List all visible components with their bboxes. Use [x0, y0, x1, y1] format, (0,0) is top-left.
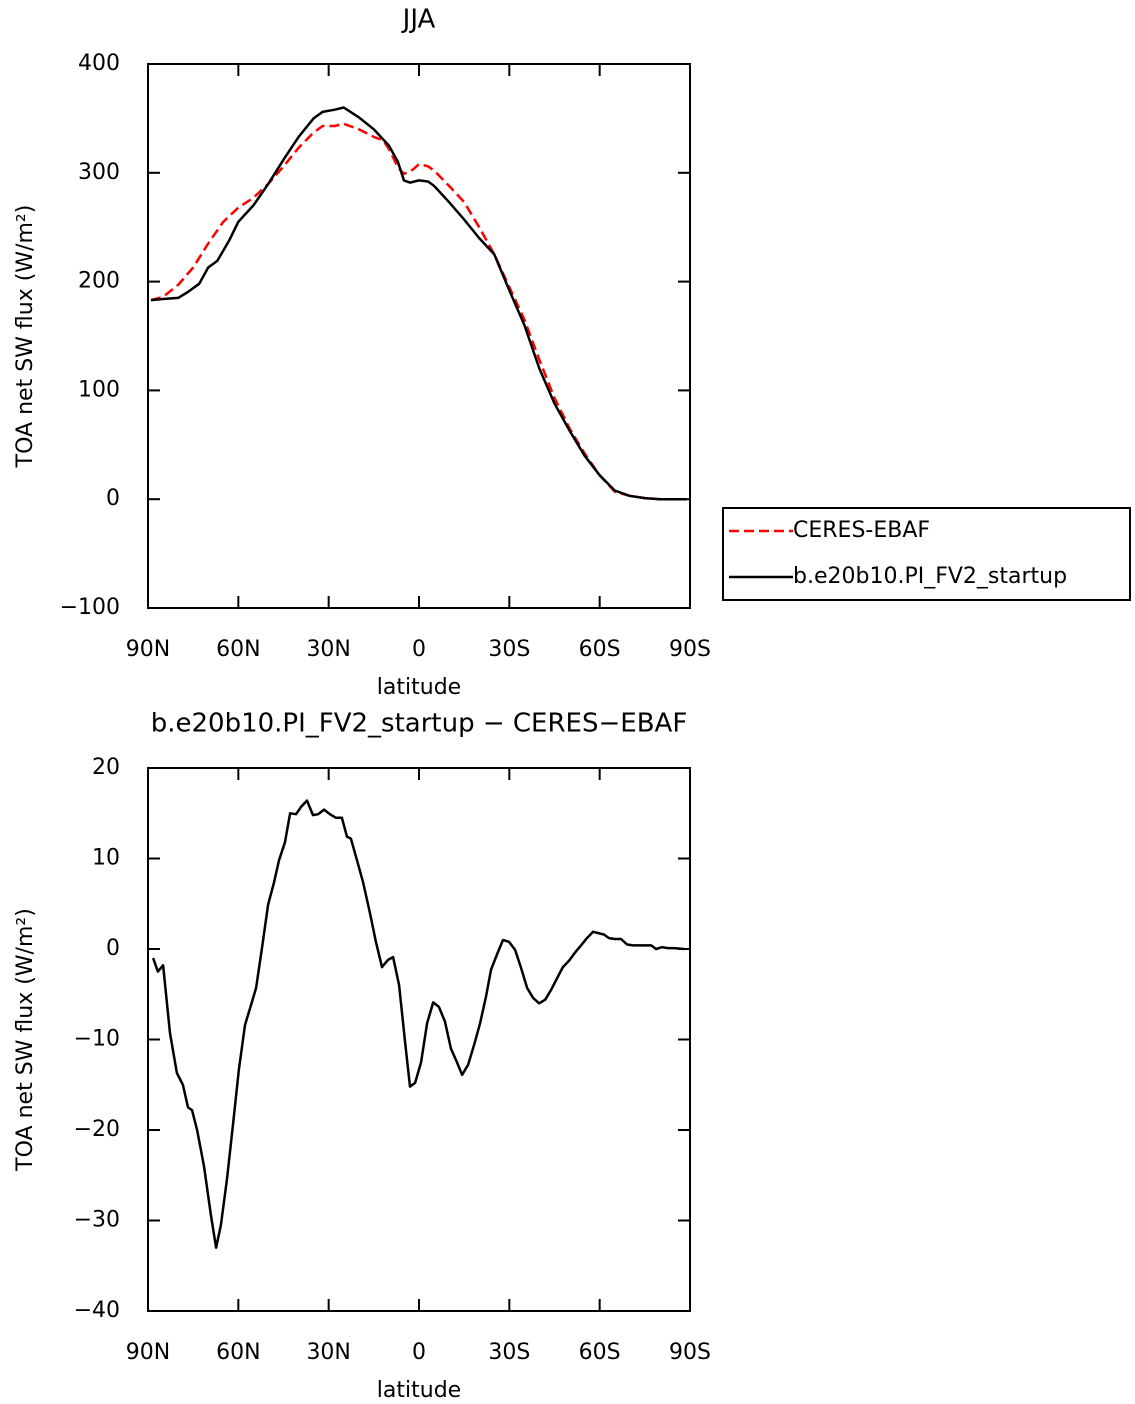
legend-label: b.e20b10.PI_FV2_startup	[793, 564, 1067, 589]
x-tick-label: 60S	[579, 1340, 621, 1365]
data-line	[151, 799, 685, 1249]
plot-frame	[147, 767, 691, 1312]
y-tick-label: 200	[78, 269, 120, 294]
x-axis-label: latitude	[377, 675, 461, 700]
x-tick-label: 60N	[216, 1340, 260, 1365]
y-tick-label: −20	[74, 1117, 120, 1142]
y-tick-label: 300	[78, 160, 120, 185]
x-tick-label: 90S	[669, 637, 711, 662]
y-tick-label: −100	[60, 595, 120, 620]
y-axis-label: TOA net SW flux (W/m²)	[13, 205, 38, 469]
x-tick-label: 0	[412, 637, 426, 662]
x-tick-label: 30N	[306, 637, 350, 662]
y-tick-label: 10	[92, 846, 120, 871]
chart-title: JJA	[401, 5, 436, 35]
y-tick-label: −40	[74, 1298, 120, 1323]
data-line	[150, 106, 687, 501]
plot-frame	[147, 63, 691, 609]
x-tick-label: 90N	[126, 1340, 170, 1365]
x-tick-label: 60N	[216, 637, 260, 662]
y-tick-label: 0	[106, 486, 120, 511]
x-tick-label: 60S	[579, 637, 621, 662]
y-tick-label: 0	[106, 936, 120, 961]
x-tick-label: 0	[412, 1340, 426, 1365]
x-axis-label: latitude	[377, 1378, 461, 1403]
legend-label: CERES-EBAF	[793, 518, 930, 543]
x-tick-label: 30N	[306, 1340, 350, 1365]
x-tick-label: 30S	[488, 1340, 530, 1365]
legend-box	[722, 507, 1131, 601]
chart-title: b.e20b10.PI_FV2_startup − CERES−EBAF	[151, 709, 688, 739]
y-axis-label: TOA net SW flux (W/m²)	[13, 908, 38, 1172]
x-tick-label: 90S	[669, 1340, 711, 1365]
y-tick-label: 20	[92, 755, 120, 780]
y-tick-label: −10	[74, 1027, 120, 1052]
y-tick-label: −30	[74, 1208, 120, 1233]
y-tick-label: 400	[78, 51, 120, 76]
x-tick-label: 30S	[488, 637, 530, 662]
y-tick-label: 100	[78, 377, 120, 402]
x-tick-label: 90N	[126, 637, 170, 662]
